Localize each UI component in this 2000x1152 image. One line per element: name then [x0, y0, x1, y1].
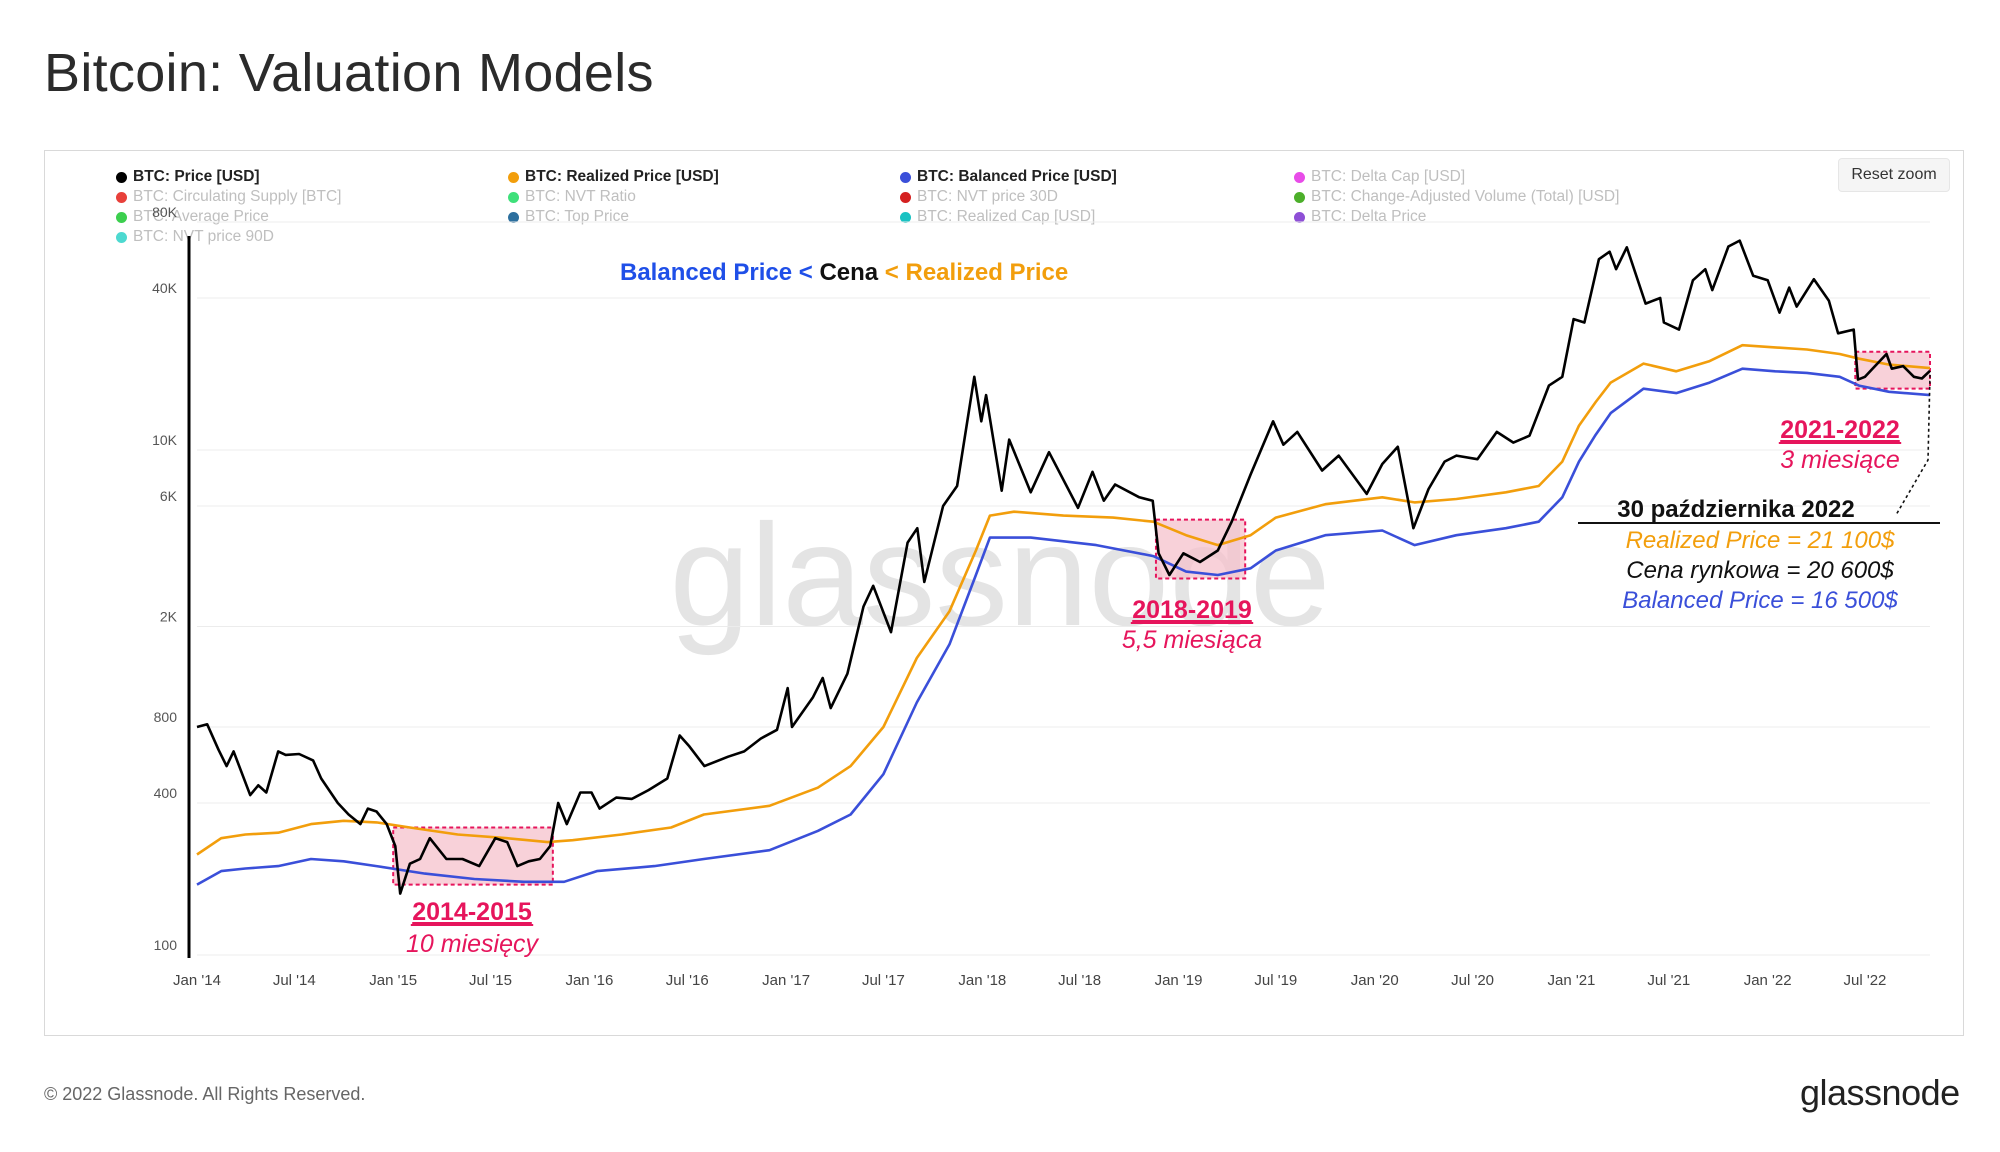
- page-title: Bitcoin: Valuation Models: [44, 43, 654, 103]
- legend-label: BTC: Change-Adjusted Volume (Total) [USD…: [1311, 188, 1620, 205]
- reset-zoom-button[interactable]: Reset zoom: [1838, 158, 1950, 192]
- legend-dot-icon: [508, 171, 519, 183]
- legend-item[interactable]: BTC: NVT Ratio: [508, 188, 636, 206]
- legend-label: BTC: Circulating Supply [BTC]: [133, 188, 342, 205]
- legend-label: BTC: Delta Cap [USD]: [1311, 168, 1466, 185]
- legend-dot-icon: [116, 211, 127, 223]
- chart-frame: [44, 150, 1964, 1036]
- legend-item[interactable]: BTC: NVT price 30D: [900, 188, 1058, 206]
- legend-label: BTC: NVT price 90D: [133, 228, 274, 245]
- legend-label: BTC: NVT price 30D: [917, 188, 1058, 205]
- legend-label: BTC: Realized Price [USD]: [525, 168, 719, 185]
- legend-dot-icon: [116, 171, 127, 183]
- legend-label: BTC: Realized Cap [USD]: [917, 208, 1096, 225]
- legend-item[interactable]: BTC: Average Price: [116, 208, 269, 226]
- legend-item[interactable]: BTC: Realized Cap [USD]: [900, 208, 1095, 226]
- legend-dot-icon: [116, 191, 127, 203]
- legend-label: BTC: Top Price: [525, 208, 629, 225]
- footer-logo: glassnode: [1800, 1072, 1960, 1113]
- legend-item[interactable]: BTC: Change-Adjusted Volume (Total) [USD…: [1294, 188, 1619, 206]
- legend-item[interactable]: BTC: Top Price: [508, 208, 629, 226]
- legend-dot-icon: [900, 191, 911, 203]
- legend-dot-icon: [508, 211, 519, 223]
- legend-item[interactable]: BTC: Price [USD]: [116, 168, 260, 186]
- legend-label: BTC: NVT Ratio: [525, 188, 636, 205]
- legend-dot-icon: [900, 211, 911, 223]
- footer-copyright: © 2022 Glassnode. All Rights Reserved.: [44, 1084, 366, 1104]
- legend-label: BTC: Average Price: [133, 208, 269, 225]
- legend-item[interactable]: BTC: Balanced Price [USD]: [900, 168, 1117, 186]
- legend-label: BTC: Price [USD]: [133, 168, 260, 185]
- legend-dot-icon: [508, 191, 519, 203]
- legend-dot-icon: [1294, 191, 1305, 203]
- legend-item[interactable]: BTC: Delta Cap [USD]: [1294, 168, 1465, 186]
- legend-item[interactable]: BTC: NVT price 90D: [116, 228, 274, 246]
- legend-dot-icon: [1294, 171, 1305, 183]
- legend-label: BTC: Delta Price: [1311, 208, 1427, 225]
- legend-item[interactable]: BTC: Delta Price: [1294, 208, 1426, 226]
- legend-dot-icon: [900, 171, 911, 183]
- legend-item[interactable]: BTC: Circulating Supply [BTC]: [116, 188, 341, 206]
- legend-dot-icon: [116, 231, 127, 243]
- legend-dot-icon: [1294, 211, 1305, 223]
- legend-label: BTC: Balanced Price [USD]: [917, 168, 1117, 185]
- legend-item[interactable]: BTC: Realized Price [USD]: [508, 168, 719, 186]
